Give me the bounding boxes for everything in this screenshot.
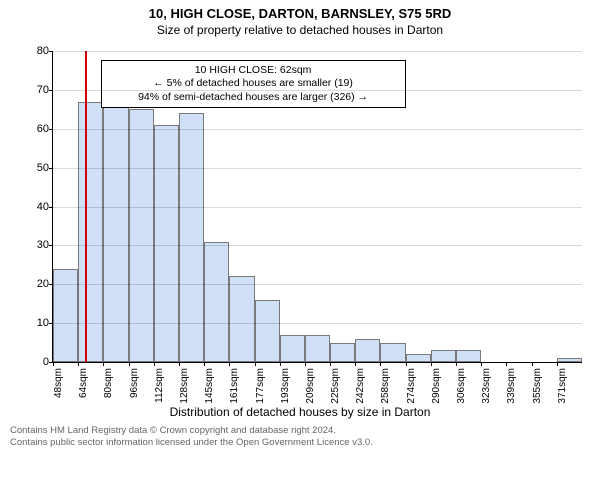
bar [280, 335, 305, 362]
x-tick-mark [431, 362, 432, 366]
annotation-line-3: 94% of semi-detached houses are larger (… [108, 91, 399, 104]
y-tick-label: 80 [25, 45, 49, 57]
x-tick-mark [532, 362, 533, 366]
y-tick-label: 70 [25, 84, 49, 96]
x-tick-label: 225sqm [330, 368, 341, 404]
plot-area: 48sqm64sqm80sqm96sqm112sqm128sqm145sqm16… [52, 51, 582, 363]
x-tick-mark [355, 362, 356, 366]
y-tick-label: 60 [25, 123, 49, 135]
x-tick-mark [456, 362, 457, 366]
grid-line [53, 323, 582, 324]
x-tick-label: 80sqm [103, 368, 114, 398]
x-axis-label: Distribution of detached houses by size … [0, 405, 600, 419]
x-tick-mark [380, 362, 381, 366]
chart-title-sub: Size of property relative to detached ho… [0, 21, 600, 41]
x-tick-label: 128sqm [179, 368, 190, 404]
x-tick-label: 242sqm [355, 368, 366, 404]
x-tick-label: 323sqm [481, 368, 492, 404]
x-tick-mark [305, 362, 306, 366]
annotation-box: 10 HIGH CLOSE: 62sqm ← 5% of detached ho… [101, 60, 406, 107]
bar [456, 350, 481, 362]
bar [255, 300, 280, 362]
bar [380, 343, 405, 362]
footer-line-1: Contains HM Land Registry data © Crown c… [10, 425, 590, 437]
bar [229, 276, 254, 362]
y-tick-mark [49, 323, 53, 324]
x-tick-mark [557, 362, 558, 366]
y-tick-label: 50 [25, 162, 49, 174]
x-tick-label: 274sqm [406, 368, 417, 404]
grid-line [53, 129, 582, 130]
x-tick-mark [255, 362, 256, 366]
x-tick-mark [204, 362, 205, 366]
x-tick-mark [229, 362, 230, 366]
bar [204, 242, 229, 363]
x-tick-mark [280, 362, 281, 366]
y-tick-mark [49, 362, 53, 363]
x-tick-label: 355sqm [532, 368, 543, 404]
bar [431, 350, 456, 362]
y-tick-label: 0 [25, 356, 49, 368]
x-tick-label: 258sqm [380, 368, 391, 404]
y-tick-mark [49, 90, 53, 91]
x-tick-label: 64sqm [78, 368, 89, 398]
x-tick-label: 290sqm [431, 368, 442, 404]
bar [330, 343, 355, 362]
grid-line [53, 245, 582, 246]
chart-outer: Number of detached properties 48sqm64sqm… [0, 41, 600, 421]
x-tick-label: 371sqm [557, 368, 568, 404]
x-tick-label: 48sqm [53, 368, 64, 398]
chart-title-main: 10, HIGH CLOSE, DARTON, BARNSLEY, S75 5R… [0, 0, 600, 21]
x-tick-mark [129, 362, 130, 366]
bar [179, 113, 204, 362]
x-tick-label: 339sqm [506, 368, 517, 404]
x-tick-label: 96sqm [129, 368, 140, 398]
x-tick-mark [103, 362, 104, 366]
bar [406, 354, 431, 362]
y-tick-mark [49, 284, 53, 285]
grid-line [53, 51, 582, 52]
y-tick-label: 20 [25, 278, 49, 290]
y-tick-mark [49, 129, 53, 130]
y-tick-mark [49, 168, 53, 169]
x-tick-mark [78, 362, 79, 366]
x-tick-label: 112sqm [154, 368, 165, 403]
bar [557, 358, 582, 362]
x-tick-mark [154, 362, 155, 366]
grid-line [53, 207, 582, 208]
x-tick-label: 193sqm [280, 368, 291, 404]
x-tick-mark [330, 362, 331, 366]
x-tick-label: 177sqm [255, 368, 266, 404]
x-tick-label: 209sqm [305, 368, 316, 404]
y-tick-mark [49, 245, 53, 246]
x-tick-label: 161sqm [229, 368, 240, 404]
x-tick-mark [53, 362, 54, 366]
bar [305, 335, 330, 362]
y-tick-label: 10 [25, 317, 49, 329]
bar [53, 269, 78, 362]
y-tick-mark [49, 51, 53, 52]
x-tick-label: 306sqm [456, 368, 467, 404]
y-tick-label: 40 [25, 201, 49, 213]
grid-line [53, 90, 582, 91]
x-tick-mark [406, 362, 407, 366]
x-tick-mark [179, 362, 180, 366]
y-tick-mark [49, 207, 53, 208]
bar [355, 339, 380, 362]
y-tick-label: 30 [25, 239, 49, 251]
footer-attribution: Contains HM Land Registry data © Crown c… [0, 421, 600, 450]
grid-line [53, 168, 582, 169]
annotation-line-1: 10 HIGH CLOSE: 62sqm [108, 64, 399, 77]
x-tick-mark [506, 362, 507, 366]
bar [154, 125, 179, 362]
chart-container: 10, HIGH CLOSE, DARTON, BARNSLEY, S75 5R… [0, 0, 600, 500]
footer-line-2: Contains public sector information licen… [10, 437, 590, 449]
grid-line [53, 284, 582, 285]
annotation-line-2: ← 5% of detached houses are smaller (19) [108, 77, 399, 90]
x-tick-mark [481, 362, 482, 366]
x-tick-label: 145sqm [204, 368, 215, 404]
